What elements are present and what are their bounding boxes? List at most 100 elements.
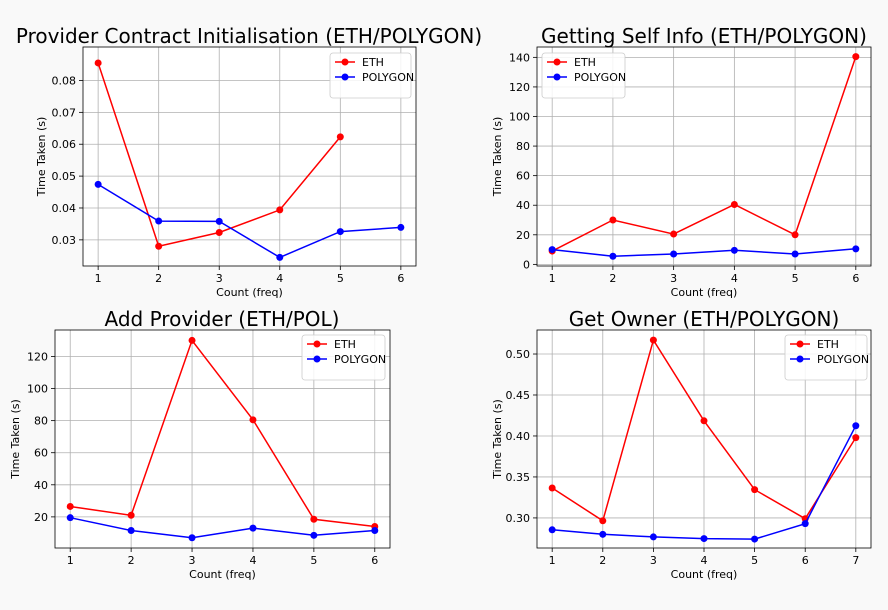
y-tick-label: 40 bbox=[34, 479, 48, 492]
data-point-polygon bbox=[249, 524, 257, 532]
x-axis-label: Count (freq) bbox=[189, 568, 256, 581]
legend-label-polygon: POLYGON bbox=[574, 71, 626, 84]
y-tick-label: 0.45 bbox=[506, 389, 531, 402]
legend-marker-eth bbox=[553, 58, 561, 66]
x-tick-label: 3 bbox=[216, 272, 223, 285]
legend-marker-polygon bbox=[553, 73, 561, 81]
y-tick-label: 0.35 bbox=[506, 471, 531, 484]
y-tick-label: 0.06 bbox=[52, 138, 77, 151]
y-tick-label: 0.07 bbox=[52, 106, 77, 119]
data-point-polygon bbox=[215, 217, 223, 225]
x-tick-label: 6 bbox=[852, 272, 859, 285]
y-tick-label: 120 bbox=[27, 350, 48, 363]
data-point-eth bbox=[155, 242, 163, 250]
legend-box bbox=[541, 52, 626, 99]
x-tick-label: 3 bbox=[189, 554, 196, 567]
legend-label-eth: ETH bbox=[574, 56, 596, 69]
x-tick-label: 3 bbox=[670, 272, 677, 285]
y-tick-label: 0.05 bbox=[52, 170, 77, 183]
legend: ETH POLYGON bbox=[301, 334, 386, 381]
data-point-polygon bbox=[751, 535, 759, 543]
y-tick-label: 100 bbox=[27, 383, 48, 396]
data-point-polygon bbox=[188, 534, 196, 542]
legend-label-eth: ETH bbox=[817, 338, 839, 351]
x-tick-label: 1 bbox=[549, 554, 556, 567]
x-tick-label: 4 bbox=[276, 272, 283, 285]
data-point-eth bbox=[730, 200, 738, 208]
data-point-eth bbox=[94, 59, 102, 67]
legend-label-polygon: POLYGON bbox=[362, 71, 414, 84]
series-line-polygon bbox=[70, 516, 375, 539]
data-point-polygon bbox=[670, 250, 678, 258]
y-tick-label: 0 bbox=[523, 258, 530, 271]
data-point-polygon bbox=[649, 533, 657, 541]
legend-marker-polygon bbox=[796, 355, 804, 363]
x-tick-label: 5 bbox=[310, 554, 317, 567]
x-tick-label: 1 bbox=[549, 272, 556, 285]
y-tick-label: 100 bbox=[509, 111, 530, 124]
chart-title: Get Owner (ETH/POLYGON) bbox=[569, 307, 840, 331]
subplot-4: 1 2 3 4 5 6 7 0.30 0.35 0.40 0.45 0.50 Get Owner (ET… bbox=[491, 307, 872, 581]
x-tick-label: 1 bbox=[95, 272, 102, 285]
series-line-polygon bbox=[97, 183, 401, 259]
data-point-eth bbox=[249, 416, 257, 424]
data-point-eth bbox=[276, 206, 284, 214]
x-tick-label: 4 bbox=[731, 272, 738, 285]
data-point-polygon bbox=[310, 531, 318, 539]
legend-label-eth: ETH bbox=[362, 56, 384, 69]
legend-marker-polygon bbox=[341, 73, 349, 81]
y-tick-label: 40 bbox=[516, 199, 530, 212]
data-point-polygon bbox=[700, 535, 708, 543]
data-point-polygon bbox=[66, 514, 74, 522]
data-point-eth bbox=[649, 336, 657, 344]
data-point-polygon bbox=[730, 246, 738, 254]
y-tick-label: 0.04 bbox=[52, 202, 77, 215]
data-point-eth bbox=[548, 484, 556, 492]
x-axis-label: Count (freq) bbox=[671, 568, 738, 581]
data-point-polygon bbox=[801, 520, 809, 528]
axes-frame bbox=[54, 329, 391, 549]
y-tick-label: 60 bbox=[516, 170, 530, 183]
legend-box bbox=[301, 334, 386, 381]
x-tick-label: 5 bbox=[792, 272, 799, 285]
axes-frame bbox=[82, 46, 417, 267]
legend-box bbox=[329, 52, 412, 99]
x-tick-label: 4 bbox=[249, 554, 256, 567]
legend-marker-eth bbox=[341, 58, 349, 66]
x-tick-label: 6 bbox=[802, 554, 809, 567]
y-tick-label: 140 bbox=[509, 51, 530, 64]
x-tick-label: 5 bbox=[337, 272, 344, 285]
y-axis-label: Time Taken (s) bbox=[491, 117, 504, 198]
data-point-polygon bbox=[94, 180, 102, 188]
legend-label-polygon: POLYGON bbox=[334, 353, 386, 366]
data-point-eth bbox=[310, 515, 318, 523]
data-point-polygon bbox=[599, 530, 607, 538]
data-point-eth bbox=[188, 336, 196, 344]
y-tick-label: 0.40 bbox=[506, 430, 531, 443]
y-tick-label: 0.08 bbox=[52, 74, 77, 87]
data-point-polygon bbox=[548, 246, 556, 254]
x-tick-label: 6 bbox=[397, 272, 404, 285]
y-tick-label: 60 bbox=[34, 447, 48, 460]
legend: ETH POLYGON bbox=[329, 52, 414, 99]
x-tick-label: 5 bbox=[751, 554, 758, 567]
data-point-eth bbox=[852, 434, 860, 442]
y-axis-label: Time Taken (s) bbox=[9, 399, 22, 480]
data-point-eth bbox=[700, 417, 708, 425]
y-tick-label: 80 bbox=[34, 415, 48, 428]
series-line-polygon bbox=[552, 248, 856, 257]
legend-box bbox=[784, 334, 868, 381]
x-tick-label: 6 bbox=[371, 554, 378, 567]
series-line-eth bbox=[70, 338, 375, 528]
x-axis-label: Count (freq) bbox=[216, 286, 283, 299]
data-point-eth bbox=[66, 502, 74, 510]
subplot-3: 1 2 3 4 5 6 20 40 60 80 100 120 Add Provider (ETH/PO… bbox=[9, 307, 391, 581]
y-tick-label: 80 bbox=[516, 140, 530, 153]
y-tick-label: 20 bbox=[516, 229, 530, 242]
series-line-eth bbox=[551, 56, 857, 252]
chart-title: Add Provider (ETH/POL) bbox=[105, 307, 340, 331]
x-tick-label: 2 bbox=[155, 272, 162, 285]
data-point-polygon bbox=[155, 217, 163, 225]
